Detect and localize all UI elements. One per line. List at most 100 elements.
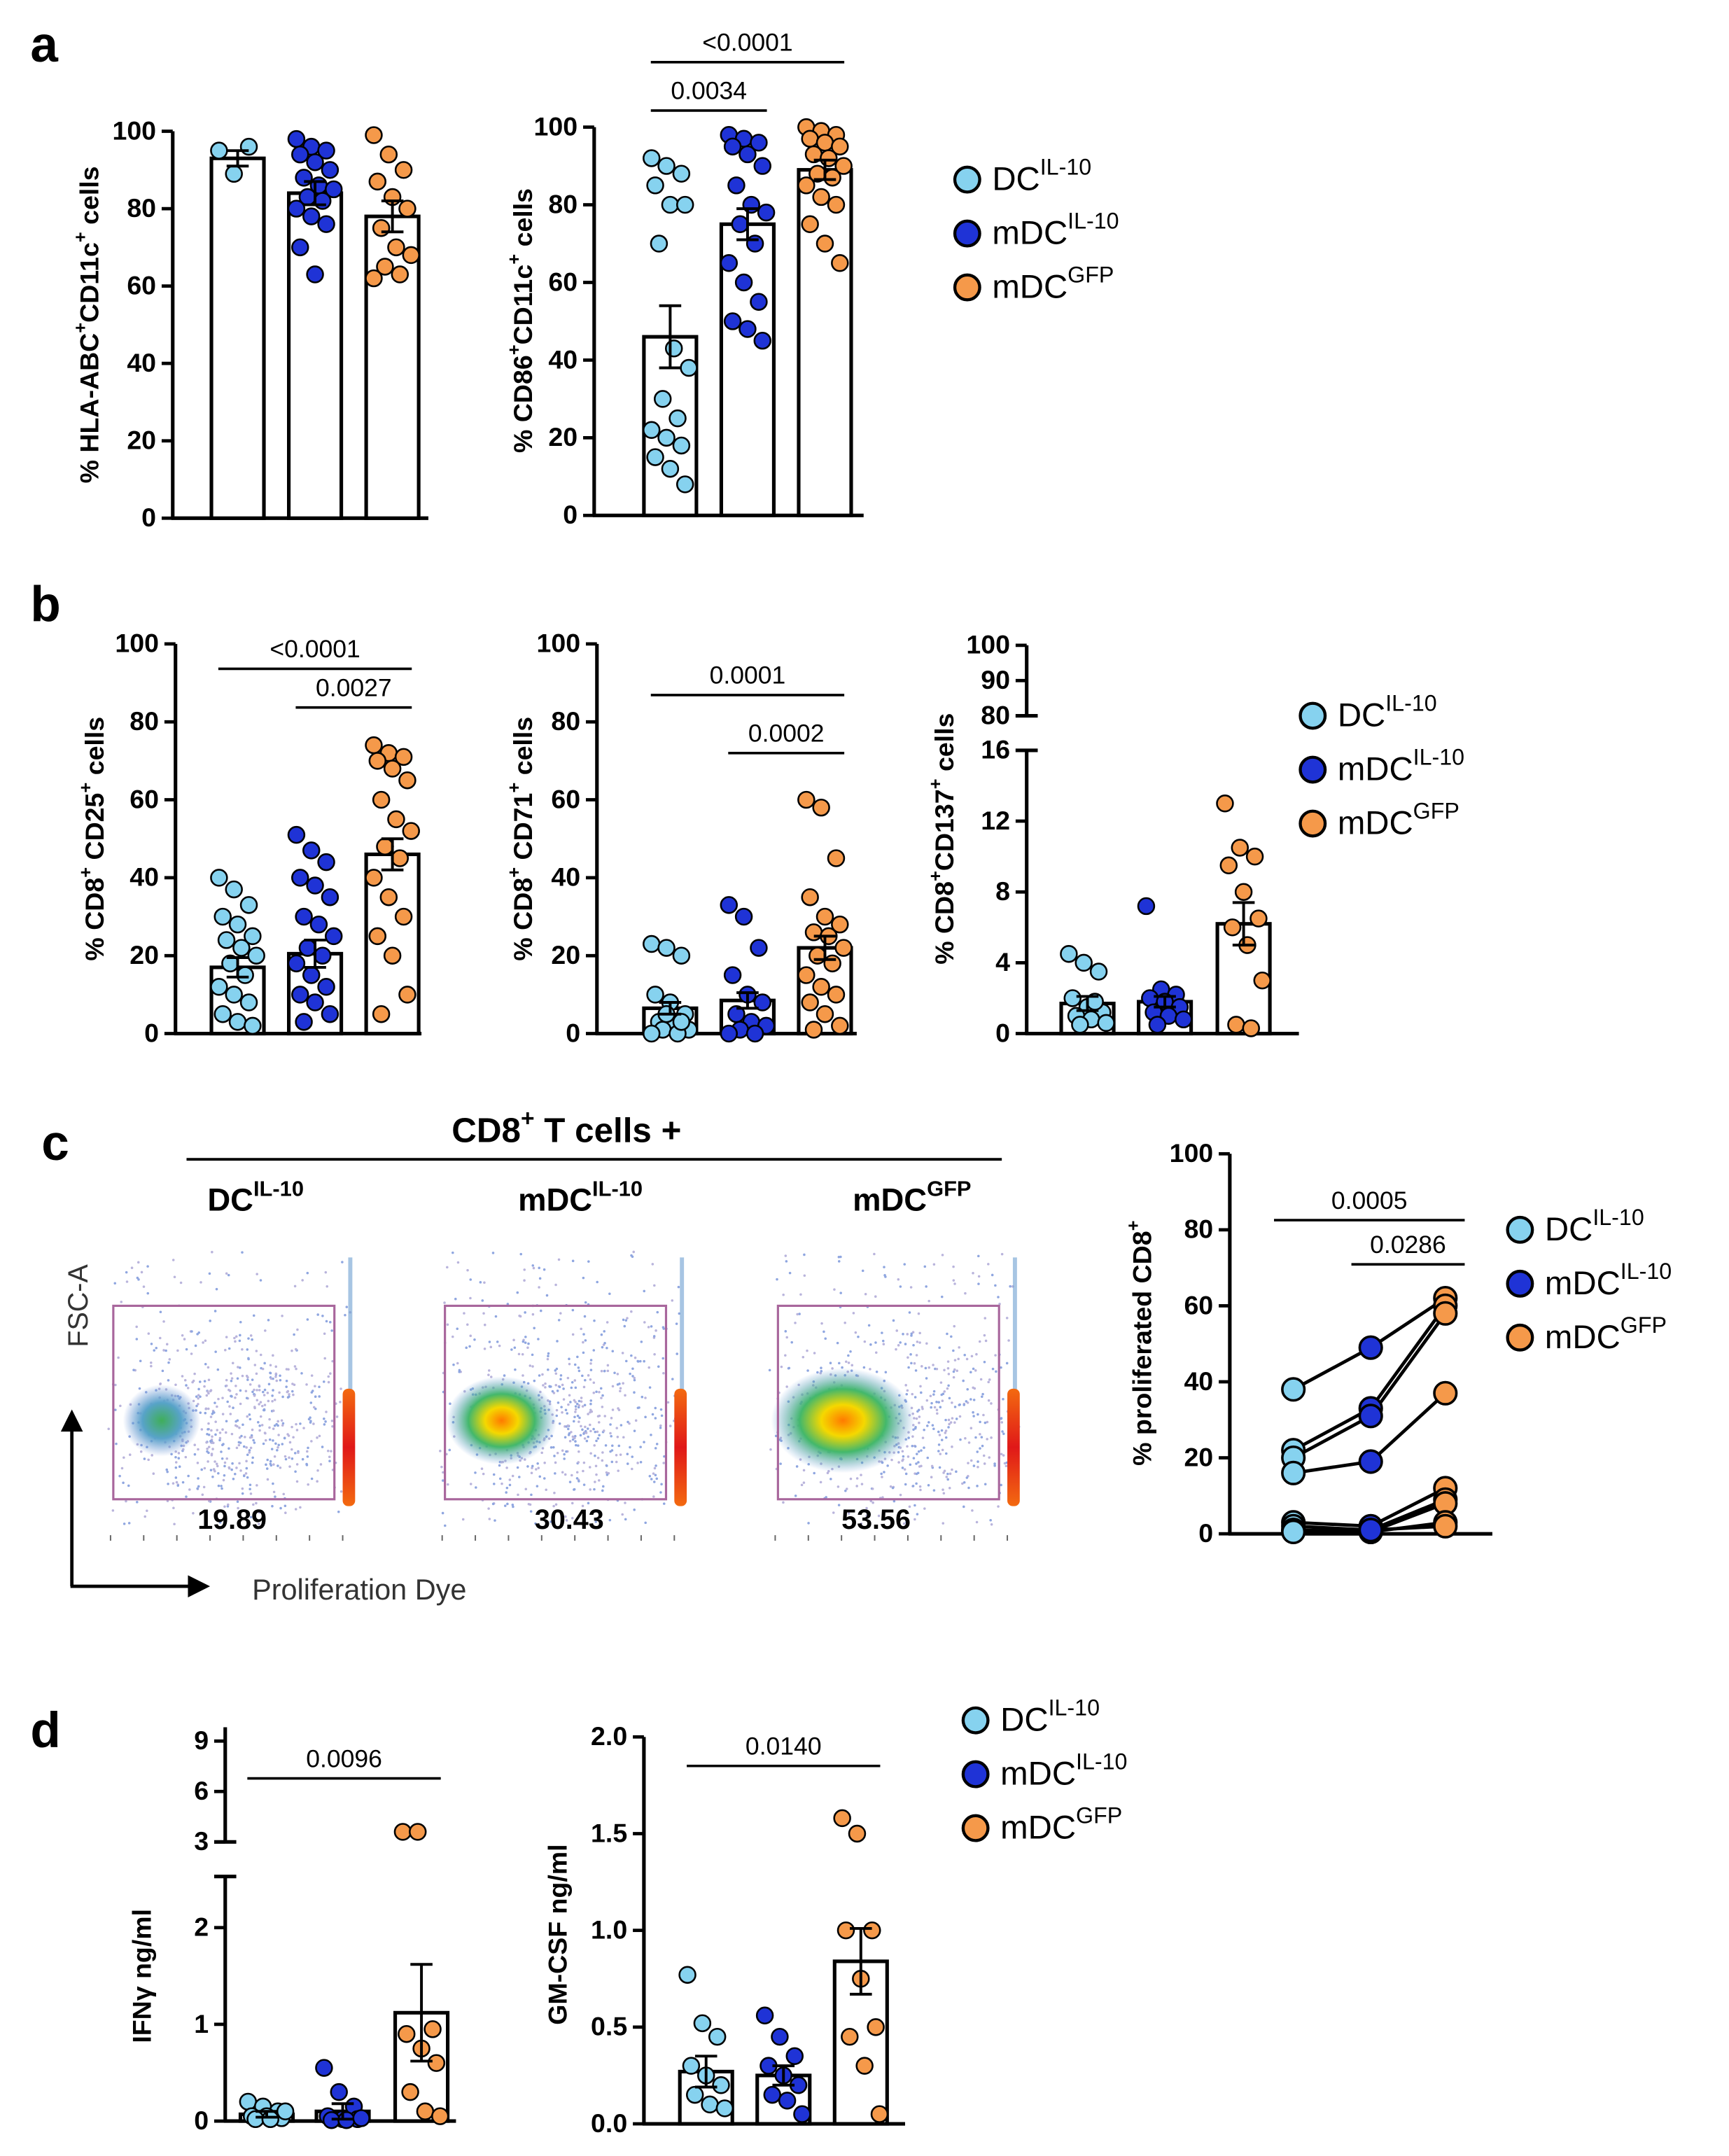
flow-event: [227, 1447, 230, 1450]
flow-event: [526, 1346, 529, 1350]
flow-event: [929, 1394, 932, 1398]
flow-event: [454, 1297, 457, 1301]
data-point: [812, 978, 830, 996]
flow-event: [232, 1406, 234, 1409]
flow-event: [920, 1406, 924, 1408]
flow-event: [311, 1390, 314, 1392]
flow-event: [1002, 1454, 1005, 1457]
data-point: [302, 966, 321, 984]
flow-event: [662, 1462, 665, 1464]
flow-event: [267, 1399, 270, 1403]
flow-event: [997, 1296, 1000, 1298]
flow-event: [860, 1483, 864, 1485]
flow-event: [550, 1520, 552, 1523]
flow-event: [216, 1464, 219, 1468]
flow-event: [295, 1367, 298, 1371]
text-part: mDC: [1338, 750, 1413, 788]
flow-event: [258, 1511, 261, 1514]
flow-event: [205, 1441, 208, 1444]
y-tick-label: 0: [566, 1018, 580, 1047]
data-point: [816, 234, 834, 253]
flow-event: [913, 1427, 917, 1430]
flow-event: [598, 1414, 601, 1418]
flow-event: [255, 1399, 259, 1402]
flow-event: [247, 1337, 250, 1340]
flow-event: [940, 1429, 944, 1432]
flow-event: [653, 1284, 656, 1287]
flow-event: [316, 1480, 318, 1483]
flow-event: [238, 1426, 241, 1429]
flow-event: [915, 1482, 918, 1485]
data-point: [239, 2092, 258, 2111]
flow-event: [902, 1455, 905, 1458]
flow-event: [939, 1406, 942, 1408]
flow-event: [601, 1394, 604, 1397]
data-point: [643, 421, 661, 440]
flow-event: [290, 1448, 293, 1451]
data-point: [228, 915, 247, 934]
flow-event: [531, 1464, 534, 1468]
y-tick-label: 0: [194, 2106, 209, 2135]
flow-event: [174, 1383, 177, 1387]
flow-event: [230, 1372, 232, 1375]
flow-event: [829, 1362, 832, 1364]
flow-event: [465, 1346, 468, 1350]
flow-event: [577, 1366, 580, 1369]
flow-event: [120, 1301, 123, 1303]
flow-event: [913, 1396, 917, 1399]
flow-event: [943, 1368, 946, 1372]
y-tick-label: 0: [1198, 1518, 1213, 1548]
flow-event: [944, 1418, 947, 1422]
flow-event: [200, 1428, 204, 1431]
flow-event: [630, 1354, 633, 1357]
flow-event: [280, 1419, 284, 1422]
flow-event: [519, 1252, 523, 1256]
flow-event: [643, 1359, 645, 1363]
flow-event: [491, 1252, 495, 1254]
flow-event: [807, 1522, 810, 1525]
data-point: [401, 2082, 419, 2101]
flow-event: [923, 1428, 925, 1432]
flow-event: [576, 1355, 579, 1359]
data-point: [753, 331, 771, 350]
flow-event: [543, 1462, 546, 1464]
flow-event: [629, 1446, 631, 1449]
flow-event: [639, 1446, 642, 1448]
y-tick-label: 2.0: [591, 1721, 627, 1751]
data-point: [801, 993, 819, 1011]
data-point: [863, 1921, 881, 1940]
y-tick-label: 100: [966, 630, 1010, 659]
flow-event: [839, 1292, 842, 1294]
flow-event: [971, 1509, 974, 1512]
flow-event: [592, 1349, 596, 1352]
flow-event: [458, 1368, 461, 1372]
pair-line: [1369, 1392, 1447, 1463]
data-point: [315, 2059, 333, 2077]
flow-event: [951, 1468, 953, 1471]
flow-event: [633, 1378, 636, 1382]
data-point: [313, 946, 332, 965]
superscript: +: [505, 783, 524, 793]
flow-event: [944, 1432, 947, 1434]
flow-event: [566, 1412, 569, 1415]
flow-event: [331, 1424, 334, 1428]
data-point: [797, 966, 816, 984]
flow-event: [640, 1395, 644, 1399]
flow-event: [135, 1338, 139, 1340]
data-point: [801, 888, 819, 906]
y-tick-label: 40: [551, 862, 580, 892]
data-point: [1234, 883, 1253, 901]
flow-event: [550, 1385, 552, 1388]
flow-event: [881, 1496, 884, 1499]
data-point: [1358, 1404, 1383, 1429]
flow-event: [331, 1359, 334, 1363]
flow-event: [630, 1310, 633, 1313]
y-tick-label: 12: [981, 806, 1010, 835]
flow-event: [962, 1404, 965, 1406]
flow-event: [270, 1377, 273, 1380]
flow-event: [911, 1331, 915, 1334]
flow-event: [953, 1368, 956, 1371]
flow-event: [662, 1326, 665, 1329]
flow-event: [245, 1396, 248, 1400]
data-point: [778, 2092, 797, 2110]
